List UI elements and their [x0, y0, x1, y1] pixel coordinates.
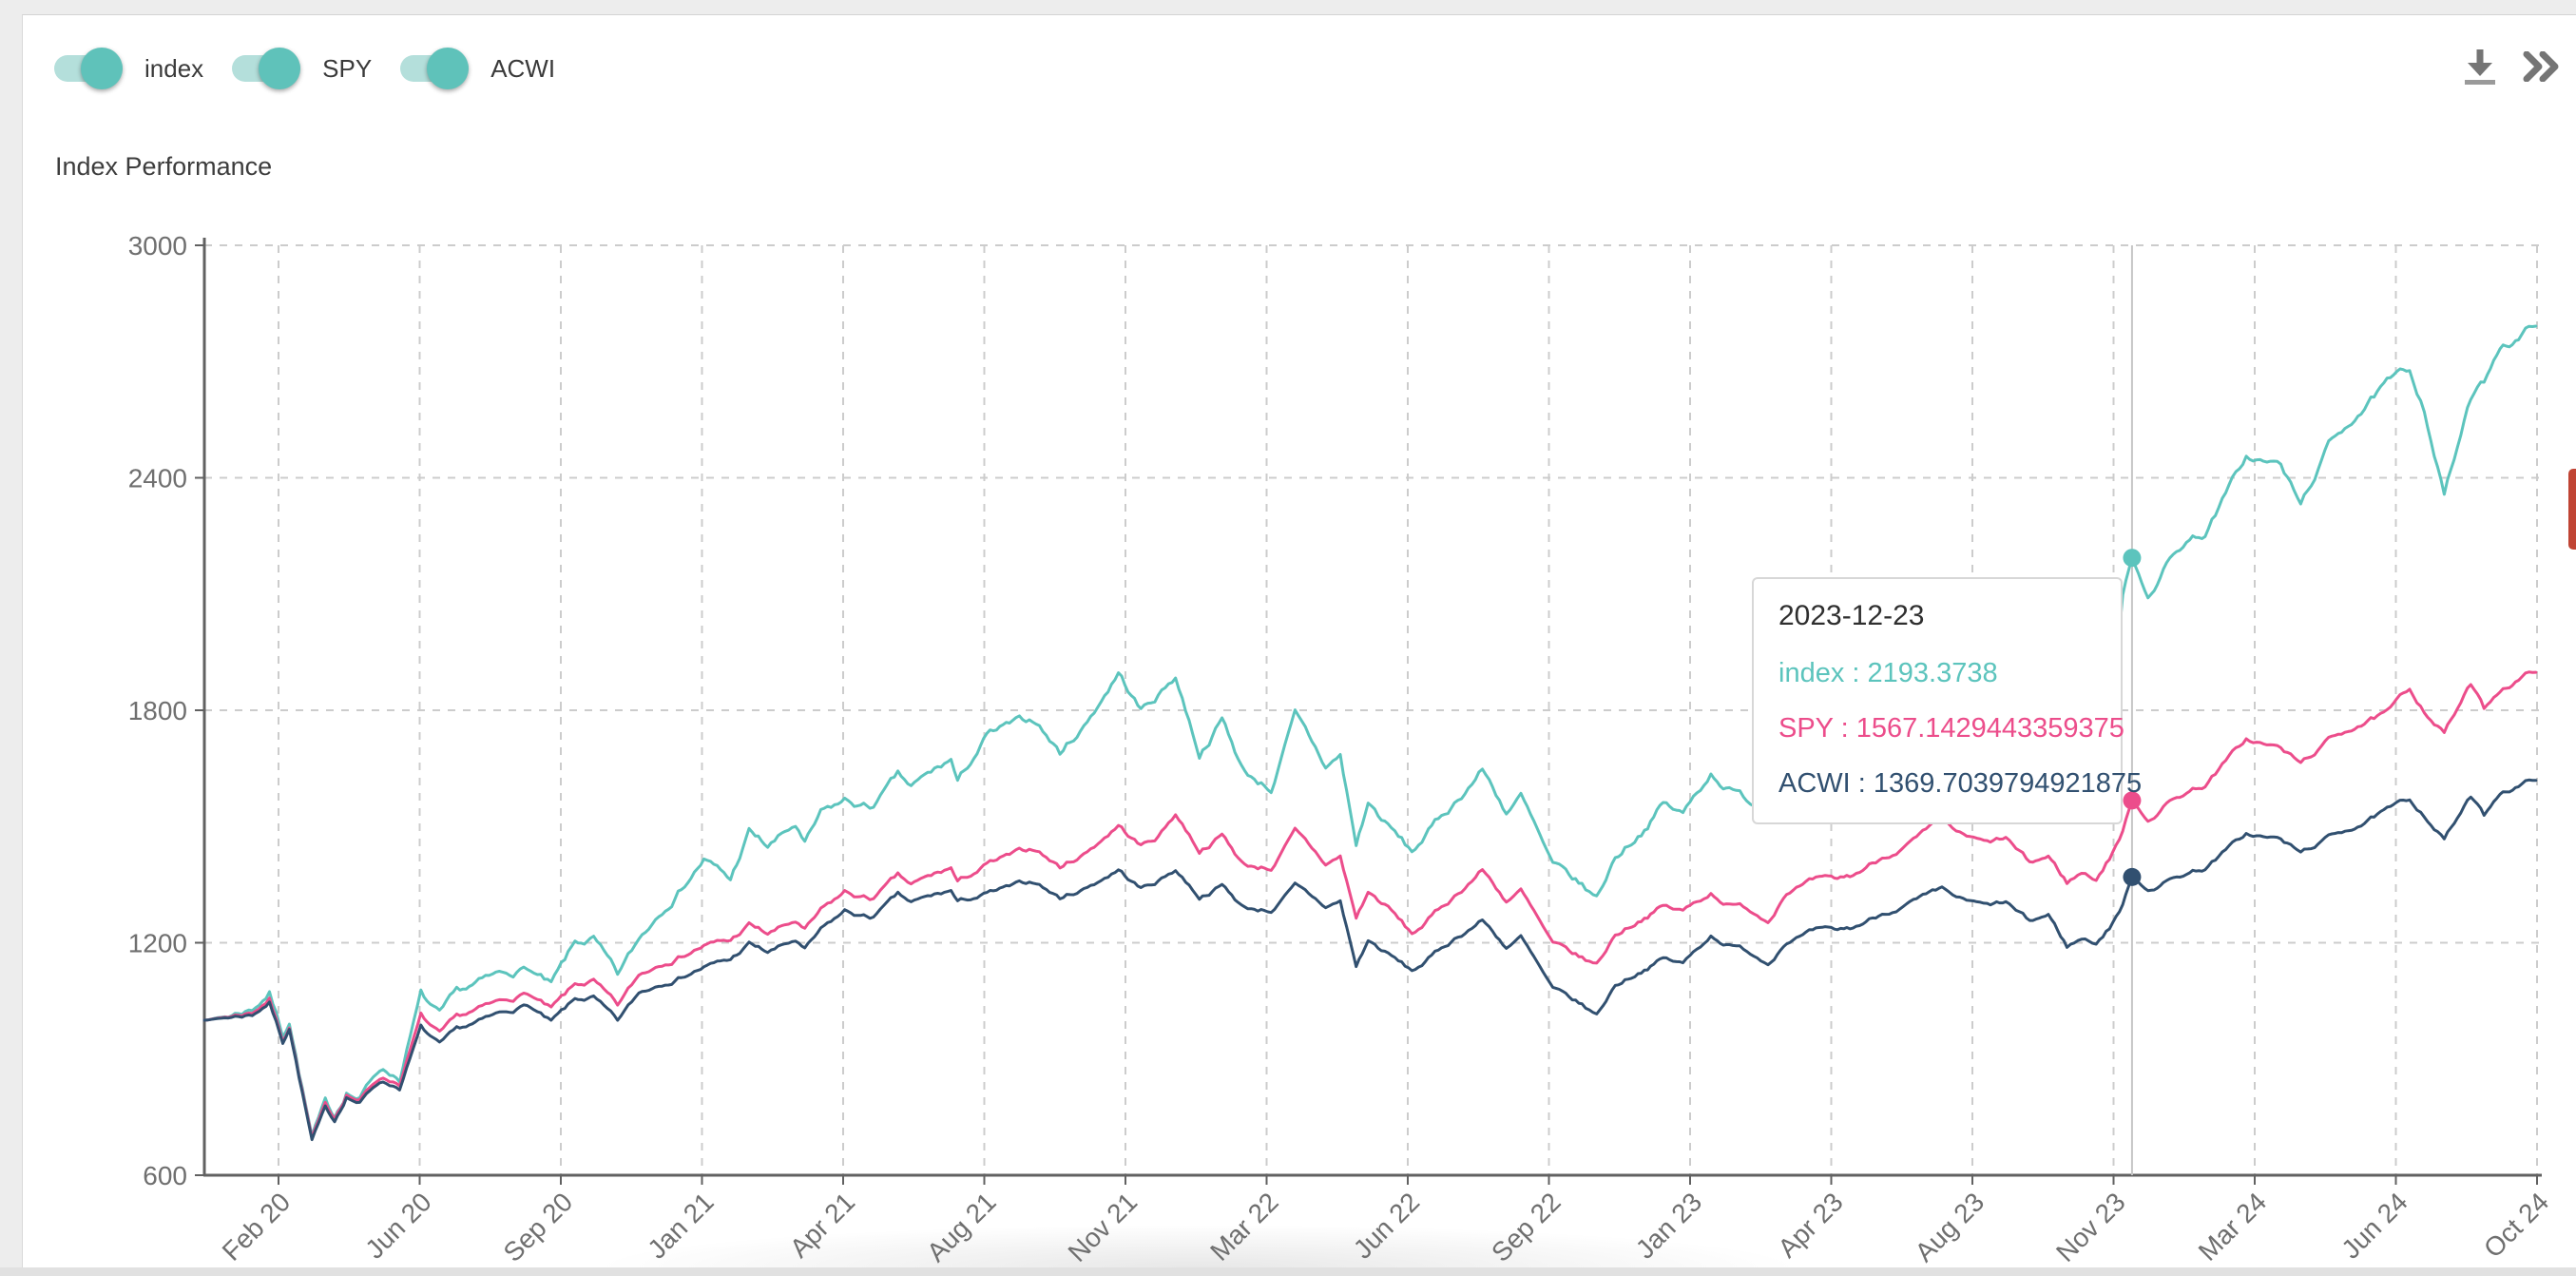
svg-text:Nov 23: Nov 23 — [2050, 1187, 2131, 1267]
svg-text:Apr 23: Apr 23 — [1772, 1187, 1848, 1263]
chart-tooltip: 2023-12-23 index : 2193.3738 SPY : 1567.… — [1752, 577, 2143, 824]
toolbar-icons — [2462, 44, 2576, 89]
svg-text:Apr 21: Apr 21 — [784, 1187, 860, 1263]
svg-text:Oct 24: Oct 24 — [2478, 1187, 2554, 1263]
svg-text:Jun 22: Jun 22 — [1348, 1187, 1425, 1264]
right-edge-marker[interactable] — [2568, 469, 2576, 550]
toggle-spy[interactable]: SPY — [232, 48, 373, 89]
toggle-label-spy: SPY — [322, 53, 373, 83]
svg-text:3000: 3000 — [128, 231, 187, 261]
download-icon[interactable] — [2462, 48, 2498, 87]
svg-text:Sep 22: Sep 22 — [1486, 1187, 1567, 1267]
toggle-switch-icon[interactable] — [400, 48, 470, 89]
svg-text:Mar 24: Mar 24 — [2193, 1187, 2273, 1266]
svg-text:Jun 24: Jun 24 — [2336, 1187, 2413, 1264]
svg-text:Sep 20: Sep 20 — [498, 1187, 579, 1267]
toggle-acwi[interactable]: ACWI — [400, 48, 556, 89]
svg-text:Mar 22: Mar 22 — [1204, 1187, 1284, 1266]
chart-card — [22, 14, 2576, 1276]
svg-text:Jun 20: Jun 20 — [359, 1187, 436, 1264]
svg-text:Jan 21: Jan 21 — [642, 1187, 719, 1264]
tooltip-date: 2023-12-23 — [1778, 600, 1925, 631]
svg-text:Jan 23: Jan 23 — [1630, 1187, 1707, 1264]
double-chevron-right-icon[interactable] — [2523, 51, 2561, 82]
bottom-strip — [0, 1267, 2576, 1276]
toggle-switch-icon[interactable] — [232, 48, 301, 89]
toggle-index[interactable]: index — [54, 48, 204, 89]
svg-text:2400: 2400 — [128, 464, 187, 493]
svg-text:Aug 23: Aug 23 — [1910, 1187, 1990, 1267]
tooltip-row-acwi: ACWI : 1369.7039794921875 — [1778, 768, 2143, 799]
tooltip-row-index: index : 2193.3738 — [1778, 658, 1998, 688]
toggle-switch-icon[interactable] — [54, 48, 123, 89]
svg-text:1800: 1800 — [128, 696, 187, 725]
svg-text:Feb 20: Feb 20 — [217, 1187, 297, 1266]
bottom-shade — [532, 1210, 1863, 1267]
svg-text:1200: 1200 — [128, 929, 187, 958]
svg-text:600: 600 — [143, 1161, 187, 1190]
svg-text:Aug 21: Aug 21 — [921, 1187, 1002, 1267]
series-toggle-bar: index SPY ACWI — [54, 48, 584, 89]
svg-text:Nov 21: Nov 21 — [1063, 1187, 1144, 1267]
toggle-label-acwi: ACWI — [490, 53, 556, 83]
page-title: Index Performance — [55, 152, 273, 181]
toggle-label-index: index — [144, 53, 204, 83]
tooltip-row-spy: SPY : 1567.1429443359375 — [1778, 713, 2124, 744]
